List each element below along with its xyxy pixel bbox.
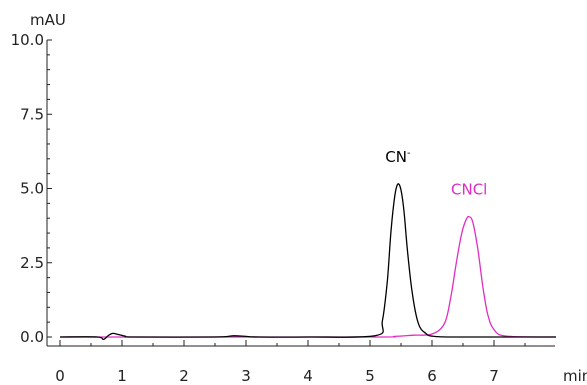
series-layer <box>59 183 557 341</box>
x-tick-label: 0 <box>55 367 65 385</box>
peak-label-cncl: CNCl <box>451 180 487 198</box>
y-tick-label: 7.5 <box>20 105 44 123</box>
x-tick-label: 2 <box>179 367 189 385</box>
series-line-cn <box>59 183 556 341</box>
plot-axes <box>46 40 555 347</box>
y-axis-label: mAU <box>30 11 66 29</box>
y-tick-label: 5.0 <box>20 180 44 198</box>
x-tick-label: 7 <box>489 367 499 385</box>
x-tick-label: 6 <box>427 367 437 385</box>
y-axis-ticks: 0.0 2.5 5.0 7.5 10.0 <box>11 31 52 346</box>
peak-label-cn: CN- <box>385 148 411 166</box>
x-tick-label: 1 <box>117 367 127 385</box>
x-tick-label: 5 <box>365 367 375 385</box>
x-axis-ticks: 0 1 2 3 4 5 6 7 <box>55 340 526 385</box>
peak-annotations: CN- CNCl <box>385 148 487 199</box>
x-tick-label: 4 <box>303 367 313 385</box>
y-tick-label: 10.0 <box>11 31 44 49</box>
x-tick-label: 3 <box>241 367 251 385</box>
series-line-cncl <box>59 215 557 338</box>
x-axis-label: min <box>563 367 587 385</box>
y-tick-label: 2.5 <box>20 254 44 272</box>
y-tick-label: 0.0 <box>20 328 44 346</box>
